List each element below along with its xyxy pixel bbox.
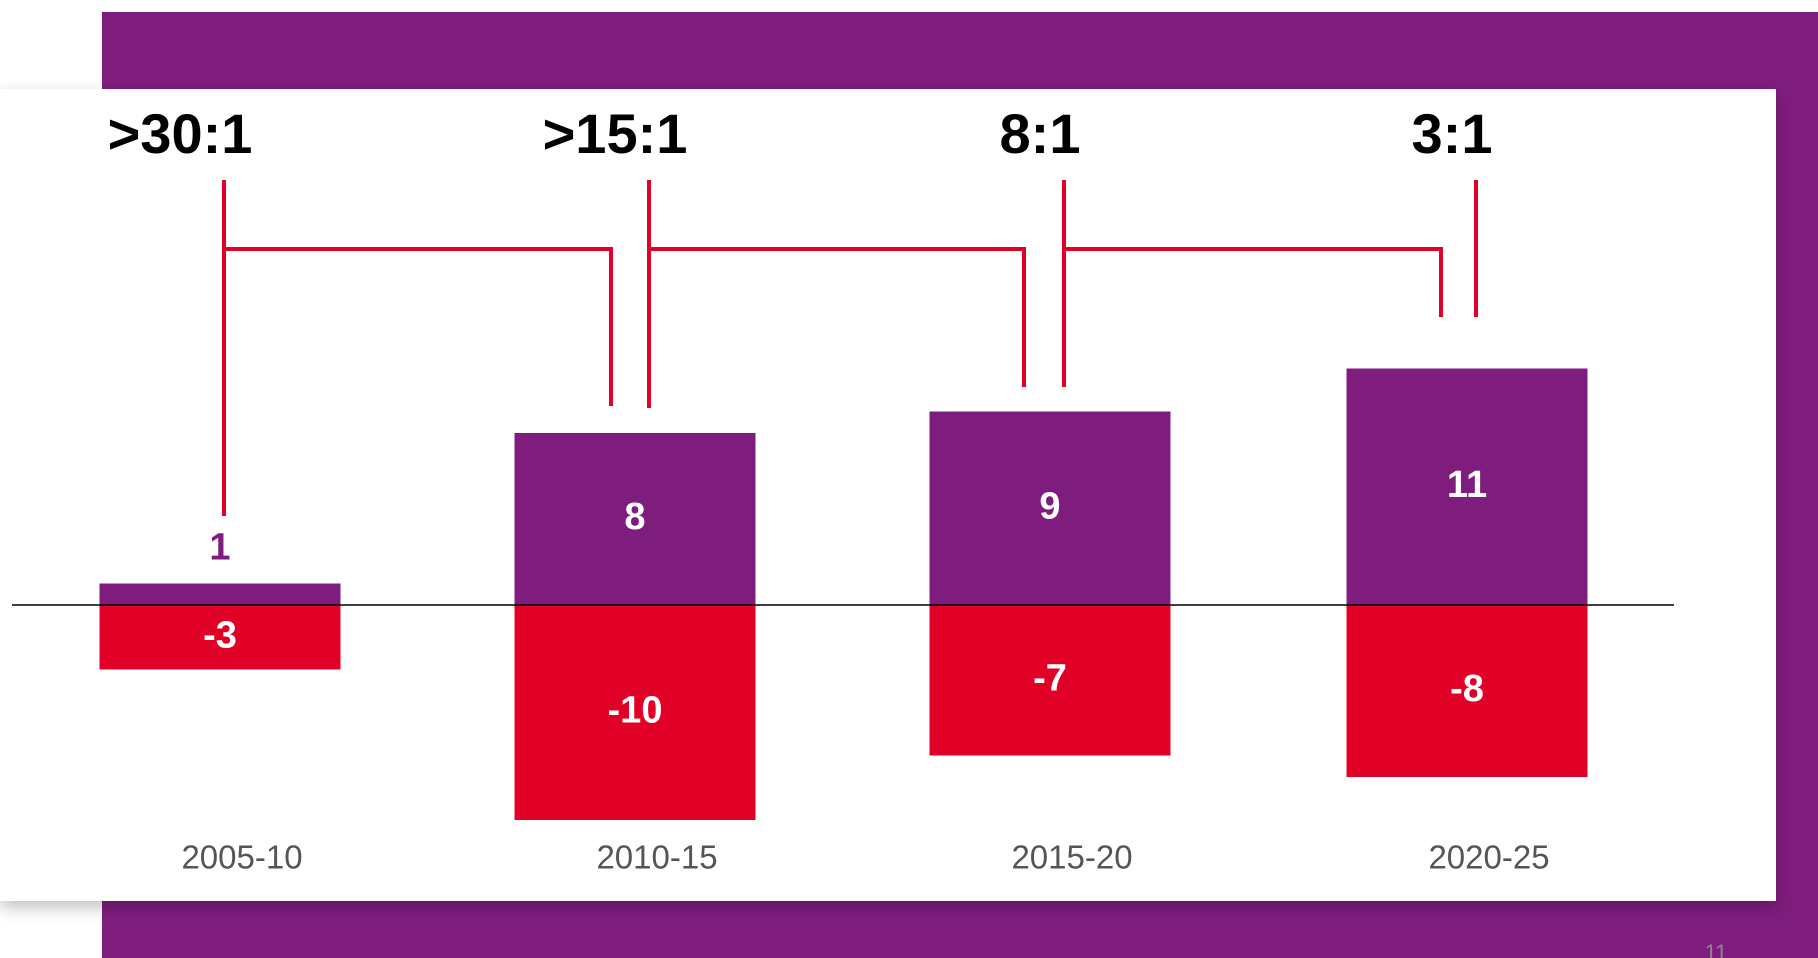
x-tick-label: 2020-25 bbox=[1428, 839, 1549, 876]
bar bbox=[929, 411, 1171, 605]
connectors bbox=[222, 180, 1478, 516]
value-label: -3 bbox=[203, 614, 237, 656]
bar bbox=[99, 583, 341, 605]
bar bbox=[99, 605, 341, 670]
connector bbox=[649, 247, 1026, 387]
value-label: 9 bbox=[1039, 485, 1060, 527]
connector bbox=[224, 247, 613, 406]
bar bbox=[1346, 605, 1588, 777]
x-tick-label: 2005-10 bbox=[181, 839, 302, 876]
value-label: 1 bbox=[209, 527, 230, 569]
bar bbox=[514, 605, 756, 820]
bar bbox=[514, 433, 756, 605]
page-number: 11 bbox=[1705, 940, 1728, 958]
value-label: 11 bbox=[1447, 464, 1487, 506]
x-tick-label: 2015-20 bbox=[1011, 839, 1132, 876]
value-label: -7 bbox=[1033, 657, 1067, 699]
x-tick-label: 2010-15 bbox=[596, 839, 717, 876]
value-label: 8 bbox=[624, 496, 645, 538]
ratio-label: 8:1 bbox=[1000, 102, 1081, 165]
ratio-label: >30:1 bbox=[108, 102, 253, 165]
value-label: -8 bbox=[1450, 668, 1484, 710]
bar bbox=[929, 605, 1171, 756]
connector bbox=[1064, 247, 1443, 317]
ratio-label: 3:1 bbox=[1412, 102, 1493, 165]
ratio-label: >15:1 bbox=[543, 102, 688, 165]
value-label: -10 bbox=[608, 690, 663, 732]
bar bbox=[1346, 368, 1588, 605]
